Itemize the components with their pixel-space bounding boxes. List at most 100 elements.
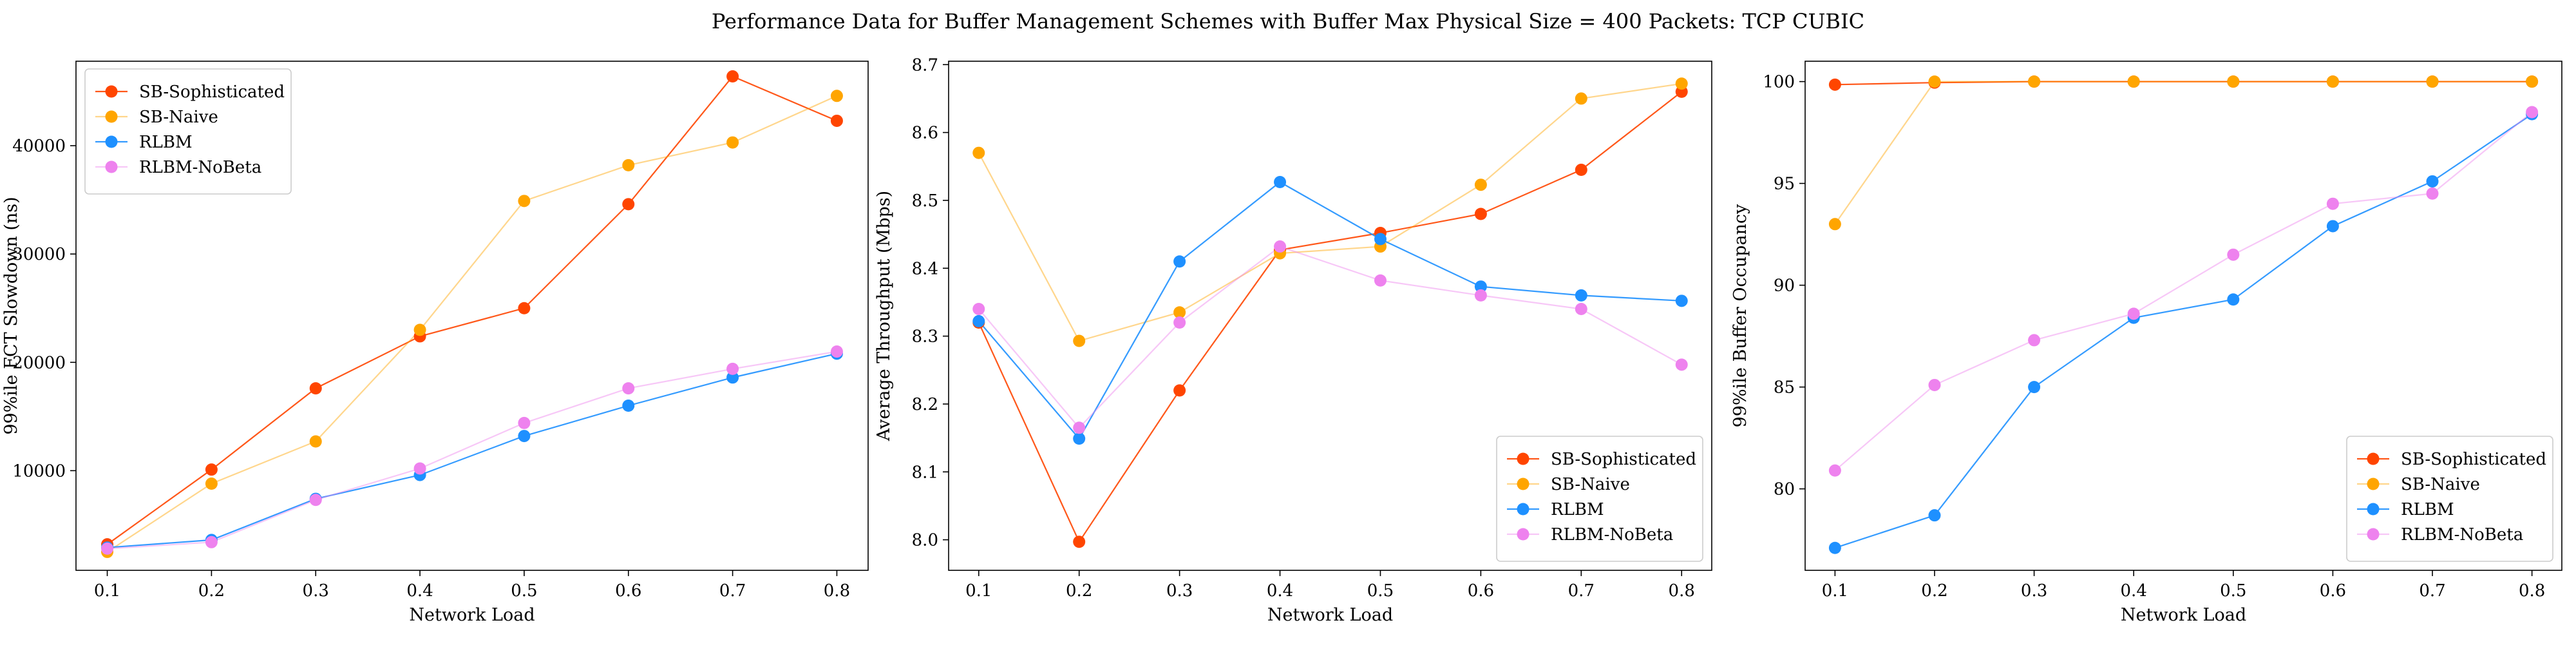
legend-marker-rlbm-nobeta	[105, 160, 118, 173]
data-point-rlbm-nobeta	[1173, 316, 1186, 329]
legend: SB-Sophisticated SB-Naive RLBM RLBM-NoBeta	[84, 68, 292, 195]
data-point-rlbm	[726, 371, 739, 384]
x-tick-label: 0.6	[1468, 581, 1494, 601]
y-tick-label: 8.2	[912, 395, 938, 414]
data-point-sb-naive	[2526, 75, 2539, 88]
y-tick-label: 8.0	[912, 531, 938, 550]
data-point-rlbm	[1575, 289, 1587, 302]
x-tick-label: 0.1	[1822, 581, 1848, 601]
x-tick-label: 0.5	[511, 581, 537, 601]
data-point-rlbm-nobeta	[726, 362, 739, 375]
data-point-sb-naive	[1073, 334, 1086, 347]
series-line-sb-sophisticated	[1835, 81, 2532, 86]
data-point-rlbm-nobeta	[1828, 464, 1841, 477]
data-point-rlbm-nobeta	[2028, 334, 2041, 347]
data-point-sb-naive	[518, 195, 531, 208]
series-line-sb-naive	[978, 82, 1682, 342]
data-point-rlbm	[1173, 255, 1186, 268]
data-point-rlbm	[1828, 541, 1841, 554]
x-tick-label: 0.3	[2021, 581, 2047, 601]
data-point-rlbm-nobeta	[2227, 248, 2240, 261]
data-point-sb-naive	[2326, 75, 2339, 88]
y-tick-label: 85	[1774, 378, 1795, 398]
data-point-rlbm	[2426, 175, 2439, 188]
legend-marker-sb-naive	[2367, 478, 2380, 490]
data-point-sb-naive	[309, 435, 322, 448]
legend-label-sb-sophisticated: SB-Sophisticated	[2401, 450, 2546, 469]
x-tick-label: 0.6	[2320, 581, 2346, 601]
legend-box	[2346, 436, 2553, 562]
x-tick-label: 0.5	[2220, 581, 2246, 601]
data-point-rlbm	[1274, 175, 1287, 188]
x-tick-label: 0.7	[719, 581, 746, 601]
legend: SB-Sophisticated SB-Naive RLBM RLBM-NoBeta	[2346, 436, 2553, 562]
data-point-sb-naive	[1828, 218, 1841, 231]
x-tick-label: 0.8	[2519, 581, 2545, 601]
data-point-sb-naive	[205, 478, 218, 490]
legend-label-sb-sophisticated: SB-Sophisticated	[1551, 450, 1696, 469]
data-point-rlbm-nobeta	[1928, 378, 1941, 391]
x-tick-label: 0.2	[1066, 581, 1092, 601]
y-axis-label: 99%ile FCT Slowdown (ns)	[1, 197, 21, 434]
legend-label-rlbm: RLBM	[2401, 500, 2454, 519]
data-point-rlbm-nobeta	[413, 462, 426, 475]
y-tick-label: 8.6	[912, 124, 938, 143]
legend-marker-sb-sophisticated	[105, 85, 118, 98]
data-point-rlbm	[2326, 220, 2339, 233]
y-tick-label: 8.3	[912, 327, 938, 347]
data-point-rlbm	[1474, 280, 1487, 293]
legend-label-rlbm-nobeta: RLBM-NoBeta	[139, 158, 261, 177]
x-tick-label: 0.2	[1921, 581, 1947, 601]
data-point-rlbm-nobeta	[1274, 240, 1287, 253]
figure-title: Performance Data for Buffer Management S…	[711, 9, 1865, 34]
legend-marker-rlbm-nobeta	[2367, 528, 2380, 541]
series-line-rlbm	[107, 352, 837, 548]
legend-marker-sb-sophisticated	[1517, 452, 1530, 465]
plot-frame	[948, 61, 1712, 571]
legend-label-rlbm: RLBM	[139, 133, 193, 152]
data-point-rlbm-nobeta	[2426, 187, 2439, 200]
data-point-sb-naive	[726, 136, 739, 149]
y-tick-label: 10000	[12, 461, 66, 481]
x-tick-label: 0.1	[94, 581, 120, 601]
data-point-sb-naive	[622, 159, 635, 171]
x-tick-label: 0.2	[198, 581, 225, 601]
data-point-sb-sophisticated	[518, 302, 531, 314]
legend-label-sb-naive: SB-Naive	[2401, 475, 2480, 494]
y-tick-label: 95	[1774, 175, 1795, 194]
x-tick-label: 0.8	[1669, 581, 1695, 601]
data-point-sb-sophisticated	[1474, 208, 1487, 220]
y-tick-label: 90	[1774, 276, 1795, 296]
series-line-rlbm-nobeta	[1834, 111, 2533, 472]
data-point-sb-sophisticated	[1173, 384, 1186, 397]
data-point-sb-sophisticated	[1828, 78, 1841, 91]
data-point-rlbm	[622, 400, 635, 412]
legend-marker-sb-naive	[1517, 478, 1530, 490]
x-tick-label: 0.5	[1367, 581, 1394, 601]
x-tick-label: 0.4	[406, 581, 433, 601]
y-tick-label: 100	[1763, 73, 1795, 92]
y-tick-label: 80	[1774, 480, 1795, 499]
data-point-sb-naive	[1928, 75, 1941, 88]
data-point-sb-sophisticated	[1575, 164, 1587, 177]
legend-marker-rlbm	[105, 135, 118, 148]
series-line-sb-naive	[1834, 81, 2532, 225]
y-tick-label: 8.5	[912, 191, 938, 211]
chart-panel-2: 0.1 0.2 0.3 0.4 0.5 0.6 0.7 0.8 8.0 8.1 8.2 8.3 8.4 8…	[874, 55, 1712, 625]
legend-label-rlbm-nobeta: RLBM-NoBeta	[1551, 525, 1673, 545]
y-tick-label: 20000	[12, 353, 66, 372]
data-point-rlbm-nobeta	[1073, 421, 1086, 434]
data-point-rlbm-nobeta	[972, 302, 985, 315]
data-point-rlbm-nobeta	[205, 536, 218, 548]
y-axis-label: Average Throughput (Mbps)	[874, 191, 894, 441]
y-tick-label: 40000	[12, 137, 66, 156]
data-point-sb-sophisticated	[830, 114, 843, 127]
legend-label-sb-naive: SB-Naive	[139, 108, 218, 127]
data-point-sb-naive	[972, 146, 985, 159]
data-point-rlbm-nobeta	[1374, 274, 1387, 287]
chart-panel-3: 0.1 0.2 0.3 0.4 0.5 0.6 0.7 0.8 80 85 90 95 100 Netwo…	[1730, 61, 2562, 625]
data-point-rlbm	[2028, 381, 2041, 394]
data-point-rlbm-nobeta	[2526, 106, 2539, 119]
x-tick-label: 0.3	[1166, 581, 1193, 601]
